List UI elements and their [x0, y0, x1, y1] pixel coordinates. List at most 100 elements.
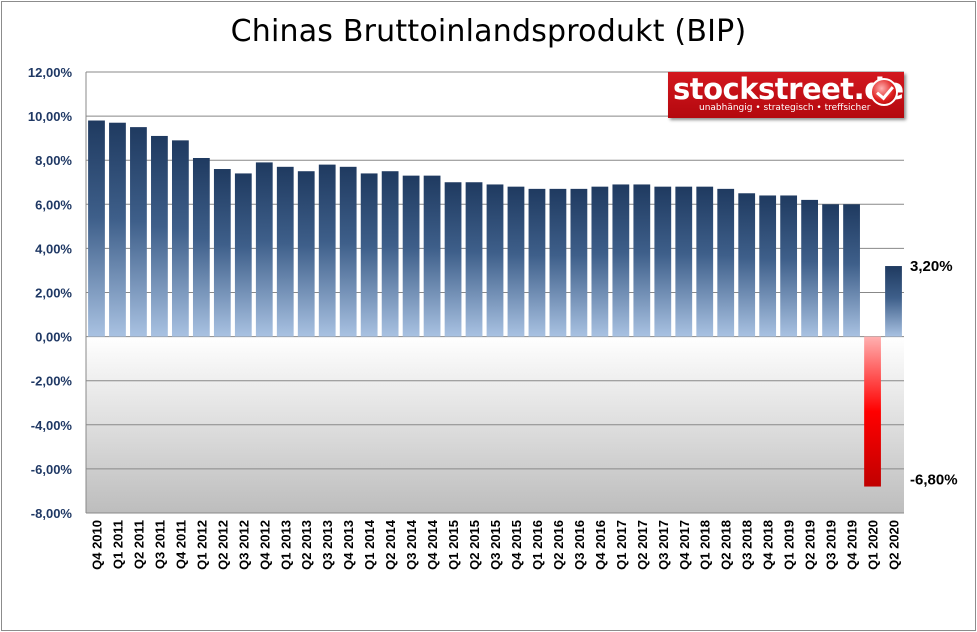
bar: [528, 188, 546, 337]
bar: [88, 120, 105, 337]
x-tick-label: Q3 2014: [404, 519, 419, 570]
x-tick-label: Q1 2012: [194, 520, 209, 570]
x-tick-label: Q4 2018: [761, 520, 776, 570]
x-tick-label: Q2 2011: [131, 520, 146, 569]
x-tick-label: Q1 2016: [530, 520, 545, 570]
logo-tagline: unabhängig • strategisch • treffsicher: [699, 103, 871, 113]
bar: [549, 188, 567, 337]
bar: [780, 195, 798, 337]
bar: [423, 175, 441, 337]
bar: [297, 171, 315, 337]
bar: [318, 164, 336, 337]
x-tick-label: Q2 2014: [383, 519, 398, 570]
bar: [465, 182, 483, 337]
y-tick-label: -2,00%: [31, 374, 73, 389]
x-tick-label: Q4 2019: [845, 520, 860, 570]
x-tick-label: Q2 2019: [803, 520, 818, 570]
bar: [234, 173, 252, 337]
bar: [507, 186, 525, 337]
bar: [381, 171, 399, 337]
bar: [255, 162, 273, 337]
bar: [696, 186, 714, 337]
x-tick-label: Q3 2017: [656, 520, 671, 570]
chart-title: Chinas Bruttoinlandsprodukt (BIP): [230, 14, 747, 49]
bar: [213, 169, 231, 337]
y-tick-label: 10,00%: [28, 109, 73, 124]
bar: [570, 188, 588, 337]
bar: [151, 135, 168, 337]
y-tick-label: 12,00%: [28, 65, 73, 80]
bar: [738, 193, 756, 337]
checkmark-icon: [870, 78, 898, 106]
x-tick-label: Q1 2020: [866, 520, 881, 570]
bar: [822, 204, 839, 337]
data-labels: 3,20% -6,80%: [910, 258, 958, 489]
bar: [130, 127, 147, 337]
x-tick-label: Q1 2013: [278, 520, 293, 570]
x-tick-label: Q3 2018: [740, 520, 755, 570]
bar: [717, 188, 735, 337]
bar: [633, 184, 651, 337]
x-tick-label: Q1 2018: [698, 520, 713, 570]
x-tick-label: Q4 2015: [509, 520, 524, 570]
bar: [591, 186, 609, 337]
x-tick-label: Q3 2012: [236, 520, 251, 570]
y-axis-tick-labels: -8,00% -6,00% -4,00% -2,00% 0,00% 2,00% 4,00% 6…: [28, 65, 73, 521]
stockstreet-logo: stockstreet.de unabhängig • strategisch …: [668, 72, 904, 118]
x-tick-label: Q1 2017: [614, 520, 629, 570]
bar: [276, 166, 294, 337]
x-tick-label: Q3 2011: [152, 520, 167, 569]
x-tick-label: Q1 2015: [446, 520, 461, 570]
x-tick-label: Q2 2015: [467, 520, 482, 570]
x-tick-label: Q3 2015: [488, 520, 503, 570]
x-tick-label: Q4 2012: [257, 520, 272, 570]
bar: [654, 186, 672, 337]
x-tick-label: Q4 2010: [89, 520, 104, 570]
x-tick-label: Q2 2016: [551, 520, 566, 570]
x-tick-label: Q4 2014: [425, 519, 440, 570]
y-tick-label: -8,00%: [31, 506, 73, 521]
x-tick-label: Q4 2017: [677, 520, 692, 570]
bar: [612, 184, 630, 337]
x-tick-label: Q4 2016: [593, 520, 608, 570]
y-tick-label: 6,00%: [35, 197, 72, 212]
y-tick-label: 0,00%: [35, 330, 72, 345]
bar: [843, 204, 860, 337]
bar: [759, 195, 777, 337]
bar: [864, 336, 881, 487]
bar: [444, 182, 462, 337]
data-label: 3,20%: [910, 258, 953, 275]
x-tick-label: Q2 2013: [299, 520, 314, 570]
bars: [88, 120, 902, 487]
y-tick-label: 4,00%: [35, 241, 72, 256]
x-tick-label: Q3 2019: [824, 520, 839, 570]
bar: [360, 173, 378, 337]
bar: [801, 199, 819, 337]
bar: [192, 157, 210, 337]
logo-wordmark: stockstreet.de: [673, 72, 904, 106]
bar: [109, 122, 126, 337]
y-tick-label: 8,00%: [35, 153, 72, 168]
x-axis-tick-labels: Q4 2010 Q1 2011 Q2 2011 Q3 2011 Q4 2011 Q1 20…: [89, 519, 901, 570]
x-tick-label: Q3 2016: [572, 520, 587, 570]
y-tick-label: 2,00%: [35, 286, 72, 301]
y-tick-label: -6,00%: [31, 462, 73, 477]
x-tick-label: Q1 2014: [362, 519, 377, 570]
x-tick-label: Q2 2017: [635, 520, 650, 570]
x-tick-label: Q3 2013: [320, 520, 335, 570]
bar: [675, 186, 693, 337]
bar: [339, 166, 357, 337]
x-tick-label: Q2 2020: [887, 520, 902, 570]
x-tick-label: Q1 2019: [782, 520, 797, 570]
x-tick-label: Q2 2018: [719, 520, 734, 570]
x-tick-label: Q1 2011: [110, 520, 125, 569]
y-tick-label: -4,00%: [31, 418, 73, 433]
x-tick-label: Q4 2013: [341, 520, 356, 570]
data-label: -6,80%: [910, 472, 958, 489]
bar: [885, 266, 902, 337]
x-tick-label: Q4 2011: [173, 520, 188, 569]
bar: [486, 184, 504, 337]
bar: [402, 175, 420, 337]
bar: [171, 140, 189, 337]
